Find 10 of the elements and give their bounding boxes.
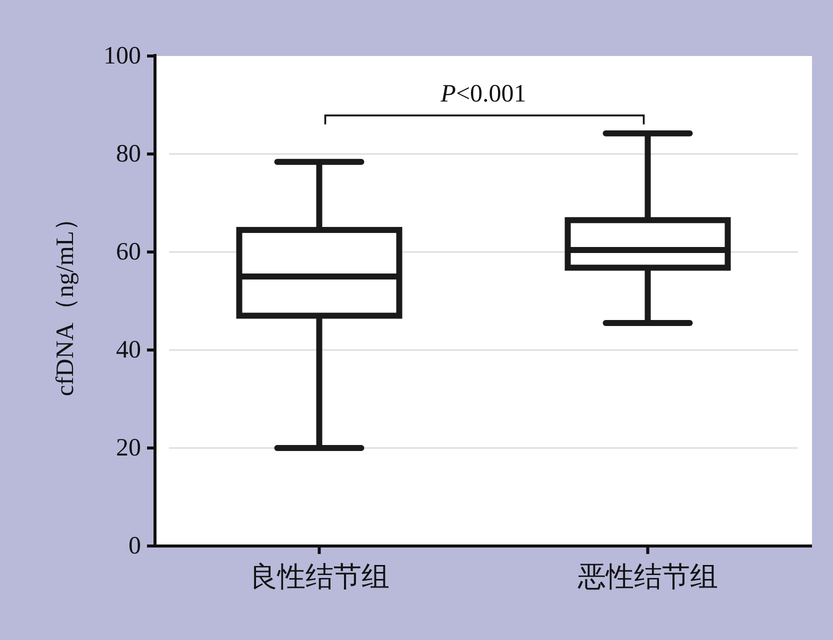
x-tick-label: 恶性结节组	[576, 562, 718, 593]
annotation: P<0.001	[440, 80, 526, 108]
y-tick-label: 100	[104, 42, 141, 70]
x-tick-label: 良性结节组	[249, 562, 390, 593]
y-tick-label: 40	[116, 336, 141, 364]
y-tick-label: 80	[116, 140, 141, 168]
y-tick-label: 60	[116, 238, 141, 266]
y-tick-label: 20	[116, 434, 141, 462]
y-tick-label: 0	[128, 532, 141, 560]
y-axis-title: cfDNA（ng/mL）	[52, 206, 79, 396]
